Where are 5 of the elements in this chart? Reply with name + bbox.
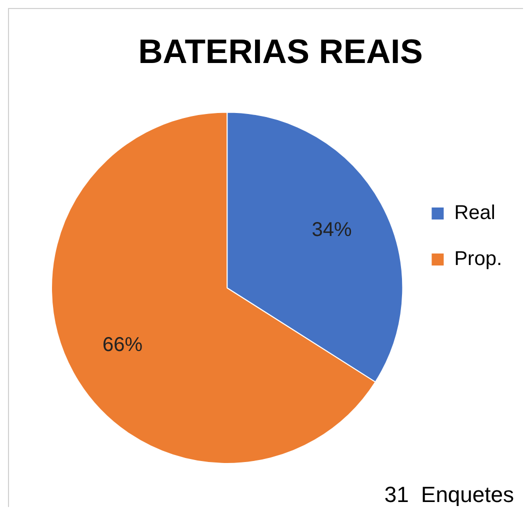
legend-label: Real bbox=[454, 202, 496, 224]
chart-title: BATERIAS REAIS bbox=[138, 32, 423, 71]
legend-label: Prop. bbox=[454, 248, 502, 270]
data-label: 34% bbox=[312, 218, 352, 241]
data-label: 66% bbox=[102, 334, 143, 356]
